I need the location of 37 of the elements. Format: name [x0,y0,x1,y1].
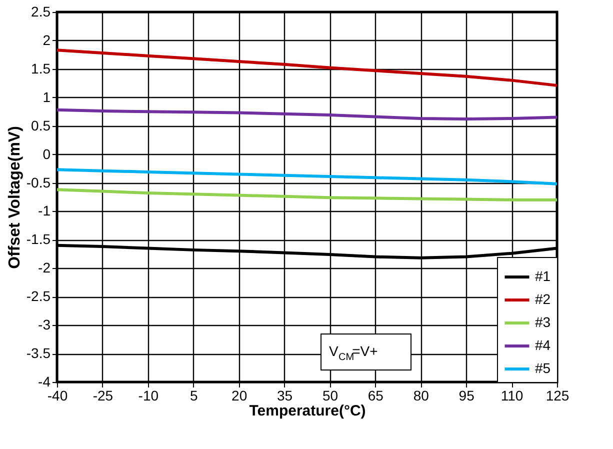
y-tick-label: 0 [42,146,51,162]
x-tick-label: 125 [546,388,570,404]
legend-label: #1 [535,268,551,284]
x-tick-label: 5 [190,388,198,404]
x-tick-label: 80 [413,388,430,404]
y-tick-label: -0.5 [26,174,51,190]
line-series [56,48,558,87]
y-tick-label: 0.5 [31,117,51,134]
y-tick-label: 2 [42,32,51,48]
line-series [56,168,558,186]
legend-label: #4 [535,337,551,353]
y-tick-label: -1 [38,202,51,219]
y-tick-label: -3.5 [26,345,51,362]
y-tick-label: -1.5 [26,231,51,248]
x-tick-label: -40 [47,388,68,404]
x-tick-label: 95 [458,388,475,404]
x-tick-label: 50 [322,388,338,404]
y-tick-label: -4 [38,374,51,390]
line-series [56,108,558,121]
x-tick-label: -10 [138,388,159,404]
legend-label: #2 [535,291,551,307]
x-tick-label: 65 [368,388,384,404]
y-axis-title: Offset Voltage(mV) [6,126,24,269]
x-tick-label: 20 [232,388,248,404]
legend-label: #5 [535,360,551,376]
x-tick-label: -25 [92,388,114,404]
x-axis-title: Temperature(°C) [249,402,366,420]
x-tick-label: 110 [500,388,524,404]
y-tick-label: 1.5 [31,60,51,76]
y-tick-label: -3 [38,316,51,333]
x-tick-label: 35 [276,388,293,404]
line-series [56,188,558,202]
y-tick-label: 1 [42,88,51,105]
y-tick-label: -2 [38,260,51,276]
y-tick-label: 2.5 [31,4,51,20]
legend-label: #3 [535,314,551,330]
y-tick-label: -2.5 [26,288,51,304]
